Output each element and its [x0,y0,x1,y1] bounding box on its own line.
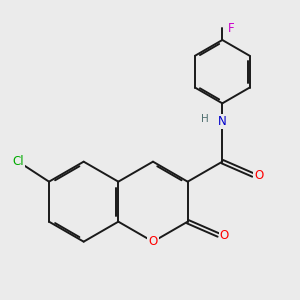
Text: F: F [228,22,235,35]
Text: N: N [218,115,227,128]
Text: O: O [220,229,229,242]
Text: H: H [201,114,209,124]
Text: Cl: Cl [13,155,24,168]
Text: O: O [148,235,158,248]
Text: O: O [254,169,264,182]
